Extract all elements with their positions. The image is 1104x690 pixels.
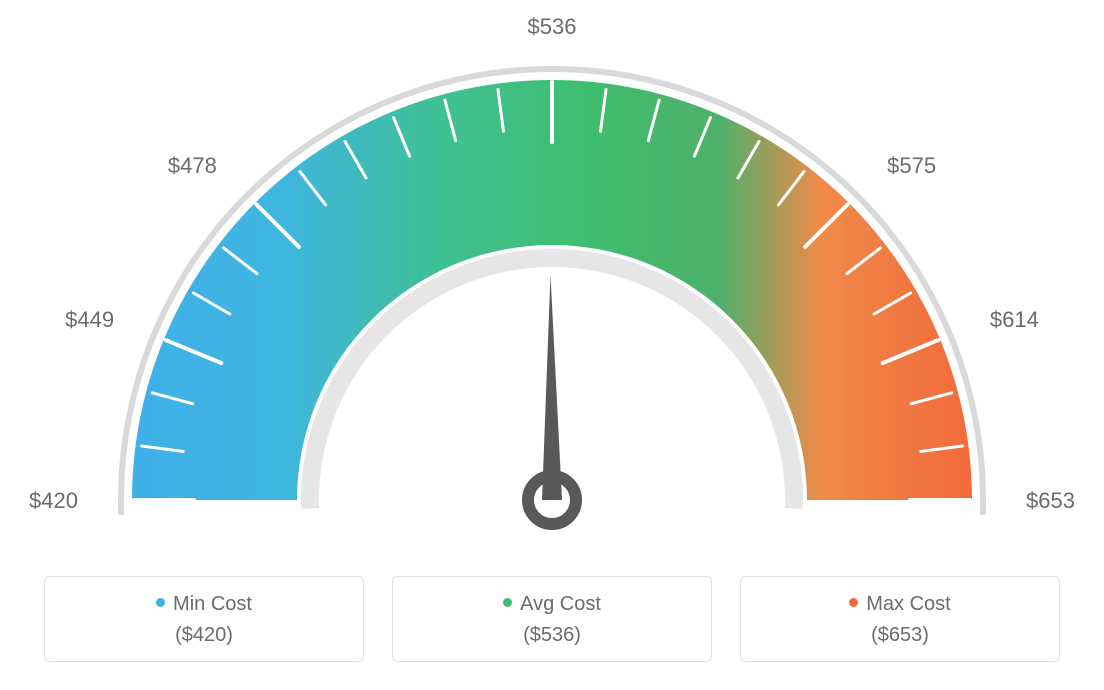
gauge-tick-label: $614	[990, 307, 1039, 333]
gauge-tick-label: $420	[8, 488, 78, 514]
legend-row: Min Cost ($420) Avg Cost ($536) Max Cost…	[0, 576, 1104, 662]
gauge-tick-label: $449	[44, 307, 114, 333]
gauge-tick-label: $575	[887, 153, 936, 179]
legend-min-value: ($420)	[45, 624, 363, 647]
legend-avg-value: ($536)	[393, 624, 711, 647]
legend-card-avg: Avg Cost ($536)	[392, 576, 712, 662]
legend-card-min: Min Cost ($420)	[44, 576, 364, 662]
gauge-tick-label: $478	[147, 153, 217, 179]
legend-max-label: Max Cost	[741, 593, 1059, 616]
gauge-chart: $420 $449 $478 $536 $575 $614 $653	[0, 0, 1104, 560]
gauge-svg	[0, 0, 1104, 560]
legend-min-label: Min Cost	[45, 593, 363, 616]
legend-card-max: Max Cost ($653)	[740, 576, 1060, 662]
legend-max-value: ($653)	[741, 624, 1059, 647]
gauge-tick-label: $536	[522, 14, 582, 40]
gauge-tick-label: $653	[1026, 488, 1075, 514]
legend-avg-label: Avg Cost	[393, 593, 711, 616]
